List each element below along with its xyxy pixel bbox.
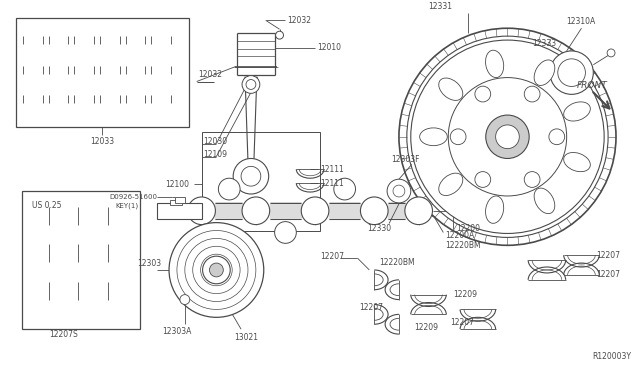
Circle shape [607, 49, 615, 57]
Text: 12200A: 12200A [445, 231, 474, 240]
Text: US 0.25: US 0.25 [32, 201, 61, 210]
Ellipse shape [439, 78, 463, 100]
Text: R120003Y: R120003Y [592, 352, 631, 361]
Text: 12207S: 12207S [49, 330, 78, 339]
Circle shape [180, 295, 190, 305]
Circle shape [524, 86, 540, 102]
Circle shape [475, 171, 491, 187]
Circle shape [450, 129, 466, 145]
Circle shape [550, 51, 593, 94]
Text: 12207: 12207 [596, 270, 620, 279]
Text: 12207: 12207 [360, 303, 383, 312]
Text: 12303F: 12303F [391, 155, 420, 164]
Text: 12200: 12200 [456, 224, 480, 233]
Text: 12220BM: 12220BM [445, 241, 481, 250]
Text: 12207: 12207 [450, 318, 474, 327]
Circle shape [411, 40, 604, 234]
Circle shape [203, 256, 230, 284]
Text: 12030: 12030 [204, 137, 228, 146]
Text: 12303A: 12303A [162, 327, 191, 336]
Circle shape [495, 125, 519, 149]
Circle shape [405, 197, 433, 225]
Ellipse shape [439, 173, 463, 196]
Text: FRONT: FRONT [577, 81, 607, 90]
Ellipse shape [534, 60, 555, 86]
Bar [16, 18, 189, 127]
Text: 12033: 12033 [90, 137, 114, 146]
Text: 12207: 12207 [596, 251, 620, 260]
Text: 12111: 12111 [320, 179, 344, 187]
Text: 12331: 12331 [429, 2, 452, 11]
Bar [202, 132, 320, 231]
Circle shape [399, 28, 616, 245]
Circle shape [549, 129, 564, 145]
Circle shape [276, 31, 284, 39]
Text: 12207: 12207 [320, 252, 344, 261]
Text: 12032: 12032 [198, 70, 223, 79]
Text: 12100: 12100 [165, 180, 189, 189]
Ellipse shape [564, 102, 590, 121]
Circle shape [233, 158, 269, 194]
Bar [22, 191, 140, 329]
Ellipse shape [486, 50, 504, 78]
Circle shape [188, 197, 216, 225]
Text: 12032: 12032 [287, 16, 312, 25]
Circle shape [524, 171, 540, 187]
Ellipse shape [486, 196, 504, 223]
Text: 12010: 12010 [317, 44, 341, 52]
Text: 12111: 12111 [320, 165, 344, 174]
Circle shape [486, 115, 529, 158]
Bar [157, 203, 202, 219]
Bar [170, 200, 182, 205]
Circle shape [169, 222, 264, 317]
Circle shape [242, 76, 260, 93]
Text: 12330: 12330 [367, 224, 392, 233]
Circle shape [242, 197, 269, 225]
Text: 12220BM: 12220BM [379, 257, 415, 267]
Text: 12310A: 12310A [566, 17, 596, 26]
Circle shape [301, 197, 329, 225]
Circle shape [360, 197, 388, 225]
Ellipse shape [420, 128, 447, 146]
Text: KEY(1): KEY(1) [116, 203, 139, 209]
Text: 13021: 13021 [234, 333, 258, 341]
Bar [175, 197, 185, 203]
Text: 12209: 12209 [413, 323, 438, 332]
Circle shape [275, 222, 296, 243]
Circle shape [387, 179, 411, 203]
Circle shape [475, 86, 491, 102]
Ellipse shape [534, 188, 555, 214]
Text: 12333: 12333 [532, 39, 556, 48]
Circle shape [218, 178, 240, 200]
Circle shape [334, 178, 355, 200]
Text: 12209: 12209 [453, 290, 477, 299]
Text: 12303: 12303 [138, 259, 161, 267]
Circle shape [209, 263, 223, 277]
Text: D0926-51600: D0926-51600 [110, 194, 158, 200]
Text: 12109: 12109 [204, 150, 228, 159]
Ellipse shape [564, 153, 590, 171]
